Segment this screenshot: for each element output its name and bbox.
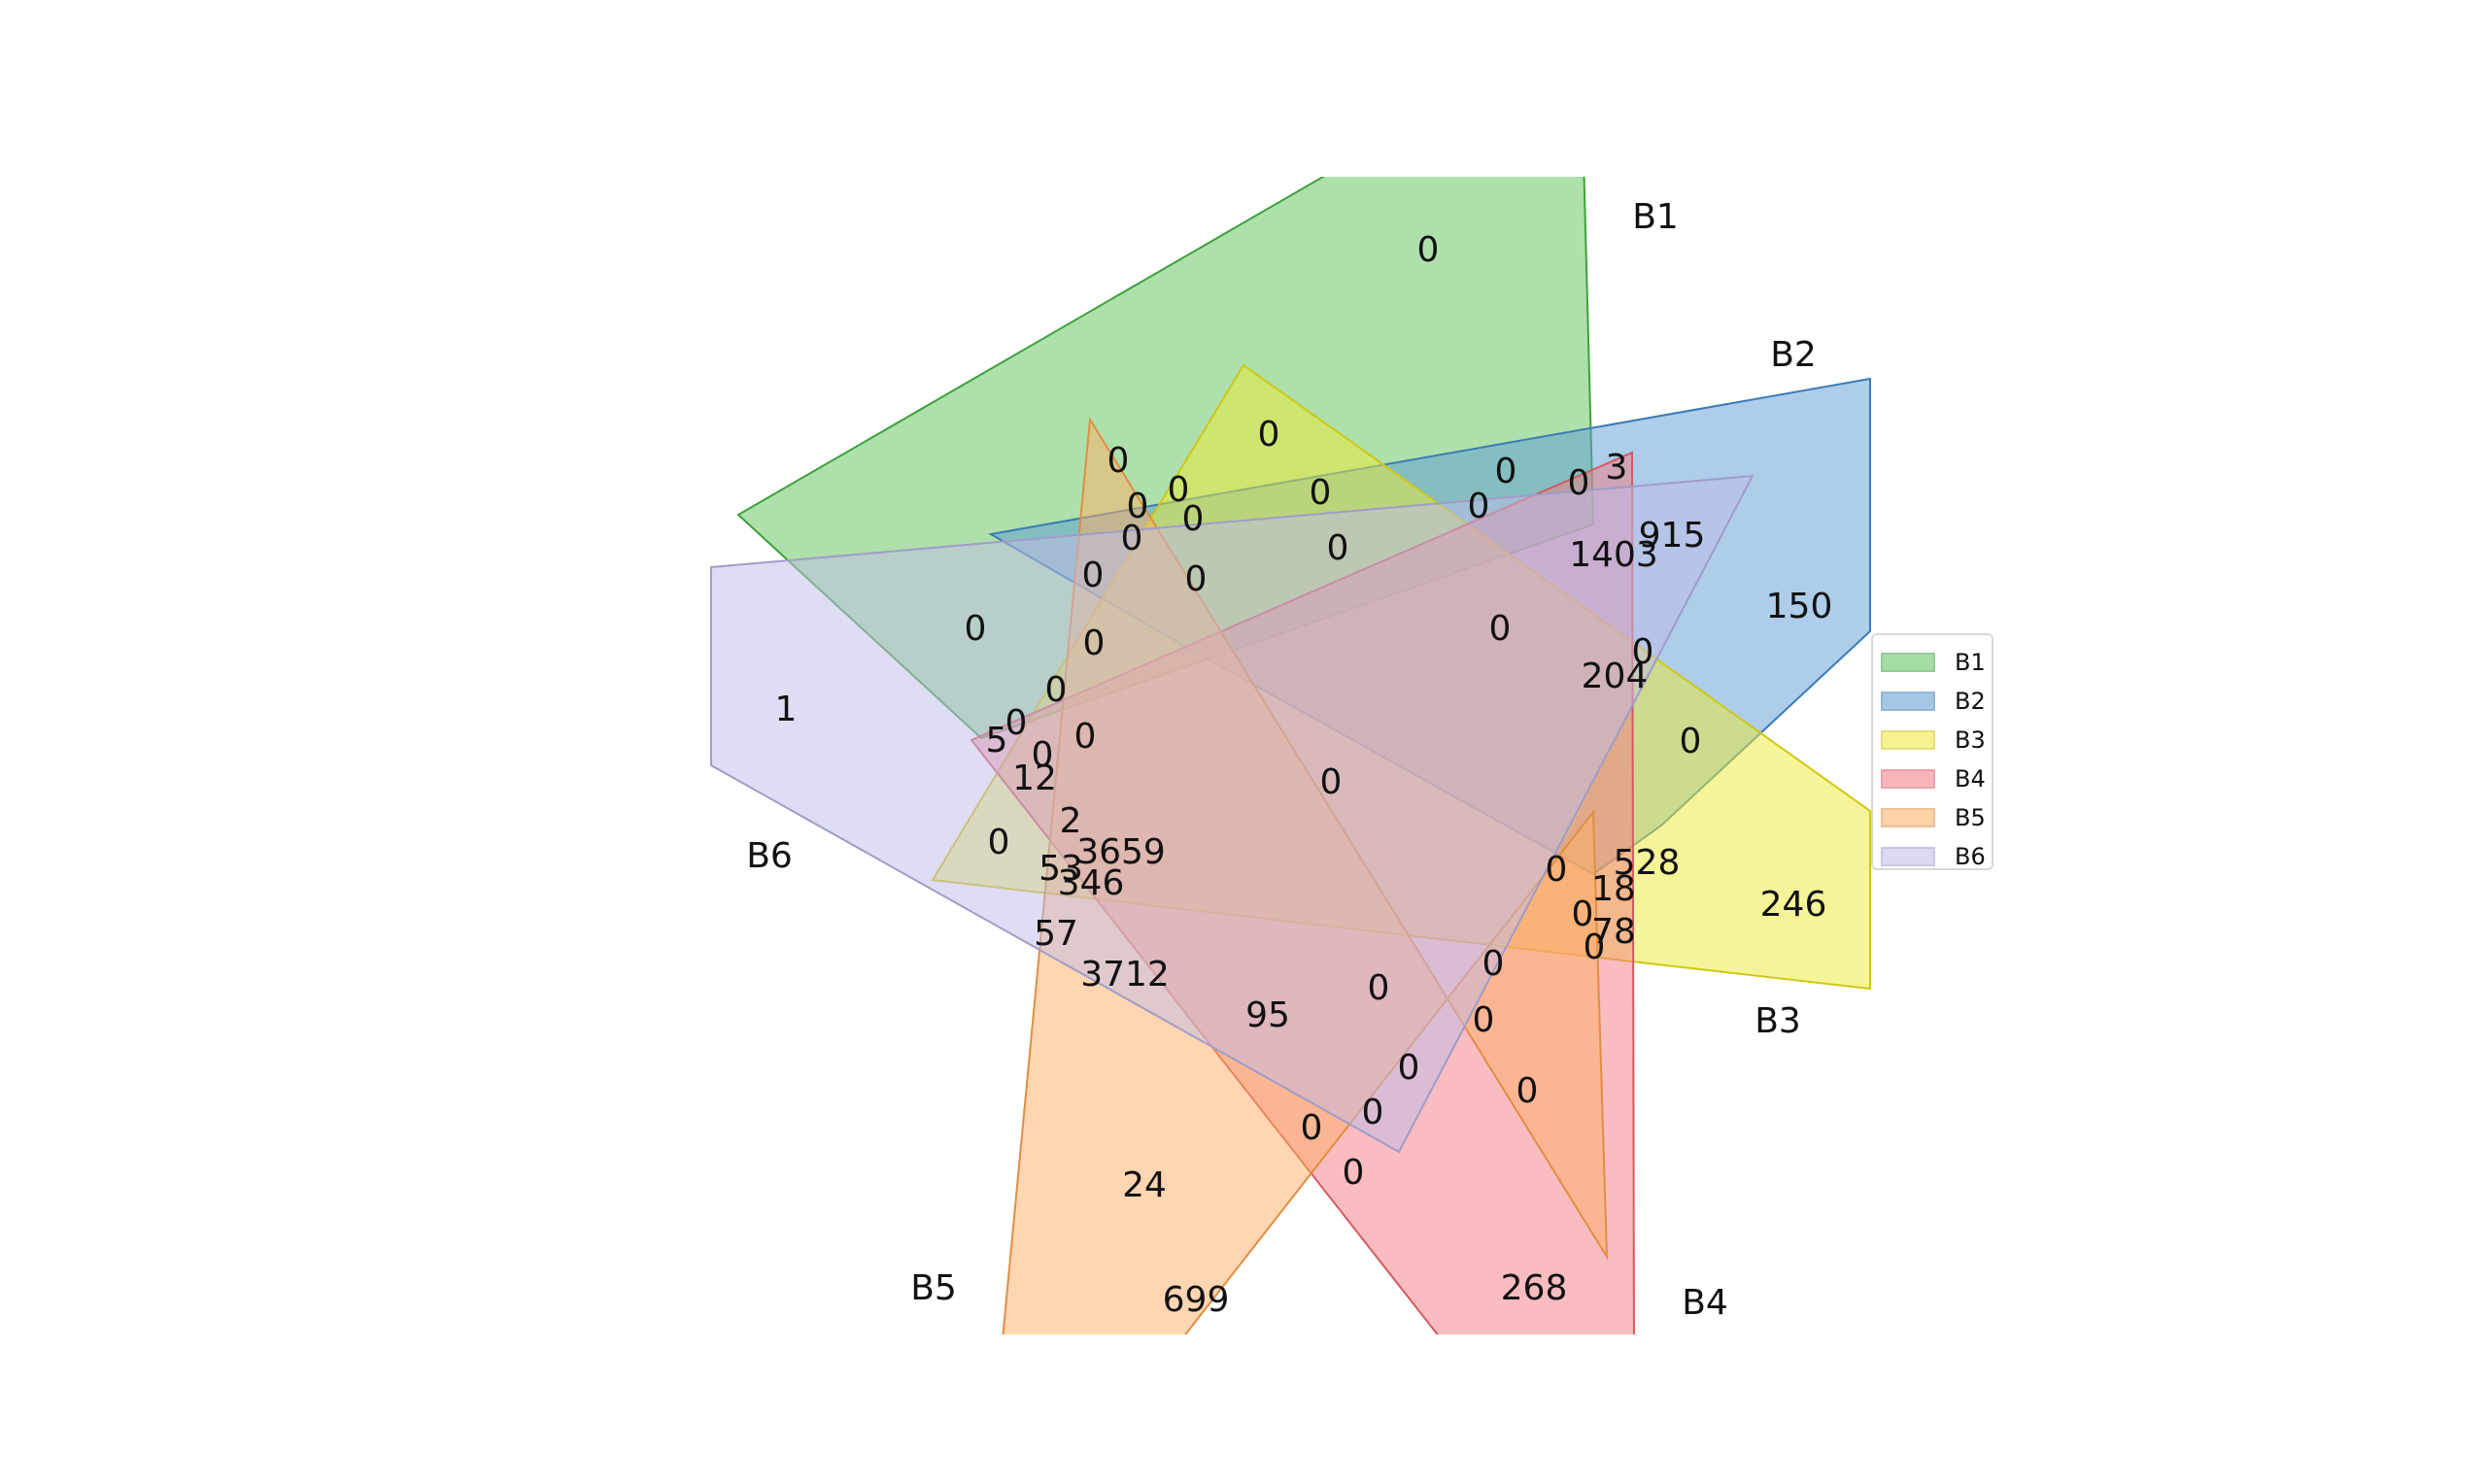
region-count: 528 [1614,843,1681,883]
region-count: 0 [1343,1153,1365,1193]
region-count: 2 [1060,801,1082,841]
region-count: 78 [1591,912,1636,952]
region-count: 0 [1082,556,1105,595]
region-count: 0 [1107,441,1130,481]
region-count: 268 [1501,1268,1568,1308]
legend-label: B6 [1955,843,1986,870]
legend-item-b3: B3 [1881,721,1992,759]
region-count: 0 [1185,559,1208,599]
region-count: 0 [1489,609,1512,649]
region-count: 24 [1122,1165,1167,1205]
set-label-b1: B1 [1632,197,1679,237]
set-b6-region [710,474,1755,1154]
legend-swatch-b2 [1881,691,1935,711]
region-count: 0 [1468,487,1490,526]
region-count: 0 [1584,928,1606,967]
region-count: 0 [1168,470,1190,510]
set-label-b6: B6 [746,836,793,876]
region-count: 18 [1591,869,1636,909]
region-count: 12 [1012,759,1057,798]
region-count: 0 [1473,1000,1495,1040]
legend-item-b6: B6 [1881,837,1992,876]
legend: B1 B2 B3 B4 B5 B6 [1871,633,1993,870]
region-count: 0 [1327,528,1349,568]
legend-item-b4: B4 [1881,759,1992,798]
legend-label: B2 [1955,688,1986,715]
region-count: 0 [1482,944,1505,984]
region-count: 0 [1032,735,1054,775]
region-count: 0 [1632,632,1654,672]
region-count: 0 [1516,1071,1539,1111]
region-count: 0 [1417,230,1440,270]
legend-item-b5: B5 [1881,798,1992,837]
region-count: 346 [1058,863,1125,903]
region-count: 699 [1163,1280,1230,1320]
legend-swatch-b6 [1881,847,1935,866]
region-count: 0 [1310,473,1332,513]
region-count: 0 [1121,519,1143,558]
legend-label: B4 [1955,765,1986,793]
region-count: 0 [1005,703,1028,743]
region-count: 0 [1568,463,1590,503]
region-count: 5 [986,721,1008,760]
region-count: 0 [1320,762,1343,802]
legend-swatch-b4 [1881,769,1935,789]
region-count: 3712 [1080,955,1170,995]
set-label-b4: B4 [1682,1283,1728,1323]
set-label-b3: B3 [1755,1001,1801,1041]
legend-item-b2: B2 [1881,682,1992,721]
region-count: 0 [1127,487,1149,526]
legend-swatch-b3 [1881,730,1935,750]
region-count: 915 [1639,516,1706,556]
region-counts: 0 0 0 0 0 0 0 0 3 0 0 0 0 915 1403 150 1… [775,230,1833,1320]
set-label-b2: B2 [1770,335,1817,375]
region-count: 0 [1045,670,1068,710]
region-count: 53 [1039,849,1083,889]
region-count: 1 [775,690,798,729]
region-count: 204 [1582,657,1649,696]
region-count: 0 [1398,1048,1420,1088]
legend-swatch-b1 [1881,653,1935,672]
region-count: 0 [988,823,1010,862]
region-count: 0 [1495,452,1517,491]
region-count: 3659 [1076,832,1166,872]
region-count: 0 [1680,722,1702,761]
region-count: 0 [1546,850,1568,890]
legend-label: B1 [1955,649,1986,676]
region-count: 0 [1301,1108,1323,1148]
region-count: 57 [1034,914,1078,954]
region-count: 246 [1760,885,1827,925]
region-count: 150 [1766,587,1833,626]
legend-swatch-b5 [1881,808,1935,827]
region-count: 95 [1245,995,1290,1035]
legend-label: B3 [1955,726,1986,754]
set-label-b5: B5 [910,1268,957,1308]
region-count: 0 [1074,717,1097,757]
region-count: 0 [1362,1093,1384,1132]
region-count: 0 [1182,499,1205,539]
region-count: 0 [1368,968,1390,1008]
region-count: 0 [1572,894,1594,934]
region-count: 3 [1606,448,1628,488]
legend-label: B5 [1955,804,1986,831]
region-count: 0 [965,609,987,649]
region-count: 0 [1083,624,1106,663]
region-count: 1403 [1569,535,1658,575]
legend-item-b1: B1 [1881,643,1992,682]
region-count: 0 [1258,415,1280,455]
